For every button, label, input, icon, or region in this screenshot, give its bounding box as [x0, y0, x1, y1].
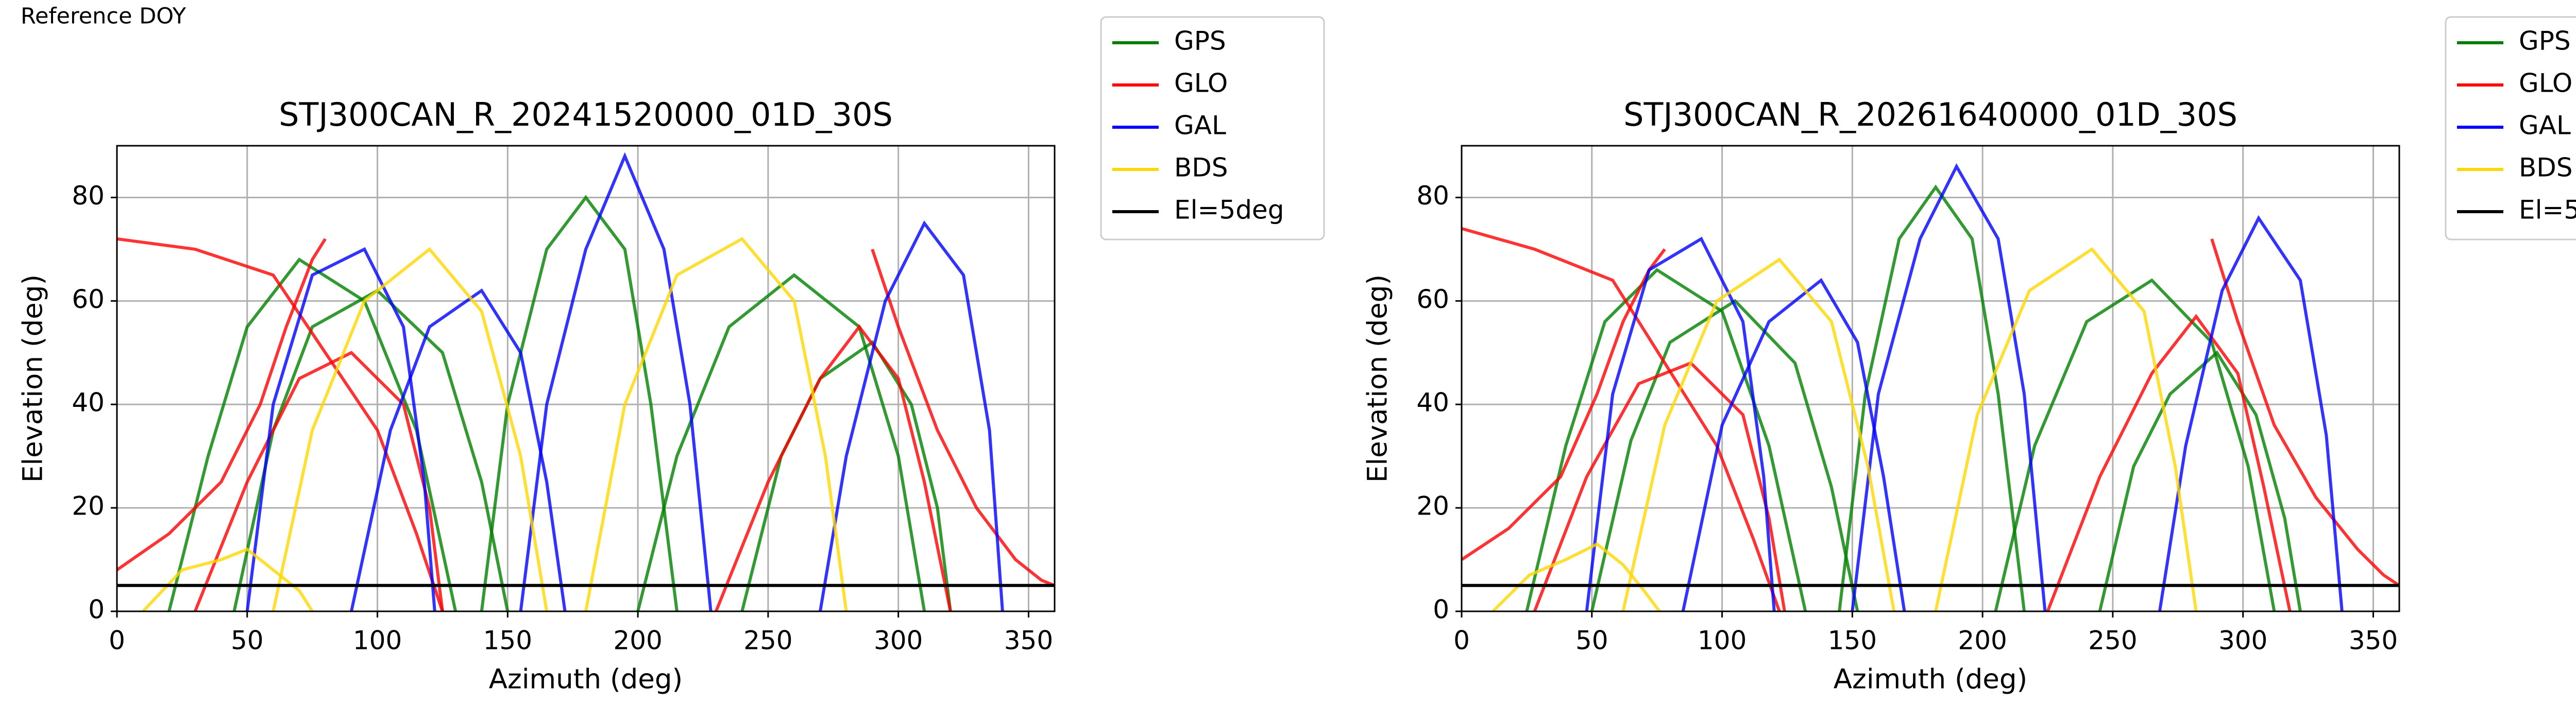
x-tick-label: 100: [1698, 626, 1747, 656]
series-line: [1934, 247, 2198, 612]
series-line: [1681, 278, 1906, 612]
x-tick-label: 250: [743, 626, 792, 656]
series-line: [350, 288, 567, 612]
x-tick-label: 150: [1828, 626, 1877, 656]
y-tick-label: 40: [72, 388, 105, 418]
series-line: [2046, 314, 2292, 612]
series-line: [2158, 215, 2344, 612]
x-tick-label: 250: [2088, 626, 2137, 656]
series-line: [519, 152, 713, 612]
series-line: [1838, 184, 2026, 612]
x-tick-label: 150: [483, 626, 532, 656]
series-line: [116, 237, 444, 612]
x-tick-label: 200: [1958, 626, 2007, 656]
legend-label: GAL: [1174, 111, 1226, 141]
legend-label: GPS: [1174, 26, 1226, 56]
y-tick-label: 0: [1433, 595, 1449, 625]
series-line: [272, 247, 549, 612]
legend-label: El=5deg: [1174, 195, 1284, 225]
chart-title: STJ300CAN_R_20241520000_01D_30S: [279, 96, 893, 133]
x-tick-label: 200: [613, 626, 662, 656]
series-line: [584, 236, 848, 612]
series-line: [715, 324, 952, 612]
x-tick-label: 100: [353, 626, 402, 656]
legend-label: GLO: [1174, 68, 1228, 98]
series-line: [1994, 278, 2276, 612]
series-line: [819, 220, 1004, 612]
x-tick-label: 50: [1575, 626, 1608, 656]
series-line: [1851, 163, 2047, 612]
series-line: [1585, 236, 1776, 612]
x-tick-label: 0: [1453, 626, 1470, 656]
x-tick-label: 350: [1004, 626, 1053, 656]
x-axis-label: Azimuth (deg): [1834, 664, 2028, 695]
series-line: [1525, 268, 1807, 612]
series-line: [2098, 350, 2302, 612]
x-tick-label: 300: [2218, 626, 2267, 656]
series-line: [1461, 227, 1781, 612]
legend-box: [2445, 16, 2576, 241]
y-tick-label: 0: [88, 595, 105, 625]
y-axis-label: Elevation (deg): [18, 275, 49, 483]
y-tick-label: 80: [1416, 181, 1449, 211]
legend-box: [1100, 16, 1325, 241]
y-tick-label: 80: [72, 181, 105, 211]
series-line: [142, 547, 314, 613]
y-tick-label: 20: [72, 491, 105, 521]
y-tick-label: 60: [72, 284, 105, 314]
y-axis-label: Elevation (deg): [1362, 275, 1394, 483]
axes-frame: [116, 145, 1056, 612]
series-line: [1621, 258, 1896, 612]
series-line: [1492, 542, 1661, 613]
legend-label: BDS: [2519, 153, 2573, 183]
x-tick-label: 50: [231, 626, 264, 656]
chart-title: STJ300CAN_R_20261640000_01D_30S: [1623, 96, 2238, 133]
legend-label: BDS: [1174, 153, 1228, 183]
x-tick-label: 350: [2349, 626, 2398, 656]
series-line: [245, 247, 436, 612]
legend-label: GPS: [2519, 26, 2571, 56]
series-line: [116, 238, 327, 572]
x-axis-label: Azimuth (deg): [489, 664, 683, 695]
series-line: [636, 273, 926, 612]
series-line: [1590, 299, 1859, 612]
y-tick-label: 40: [1416, 388, 1449, 418]
figure-label: Reference DOY: [21, 4, 187, 29]
x-tick-label: 0: [109, 626, 125, 656]
series-line: [2210, 238, 2400, 587]
legend-label: GLO: [2519, 68, 2572, 98]
y-tick-label: 60: [1416, 284, 1449, 314]
series-line: [871, 248, 1056, 587]
series-line: [193, 351, 444, 612]
legend-label: El=5deg: [2519, 195, 2576, 225]
x-tick-label: 300: [874, 626, 923, 656]
axes-frame: [1461, 145, 2400, 612]
y-tick-label: 20: [1416, 491, 1449, 521]
legend-label: GAL: [2519, 111, 2571, 141]
